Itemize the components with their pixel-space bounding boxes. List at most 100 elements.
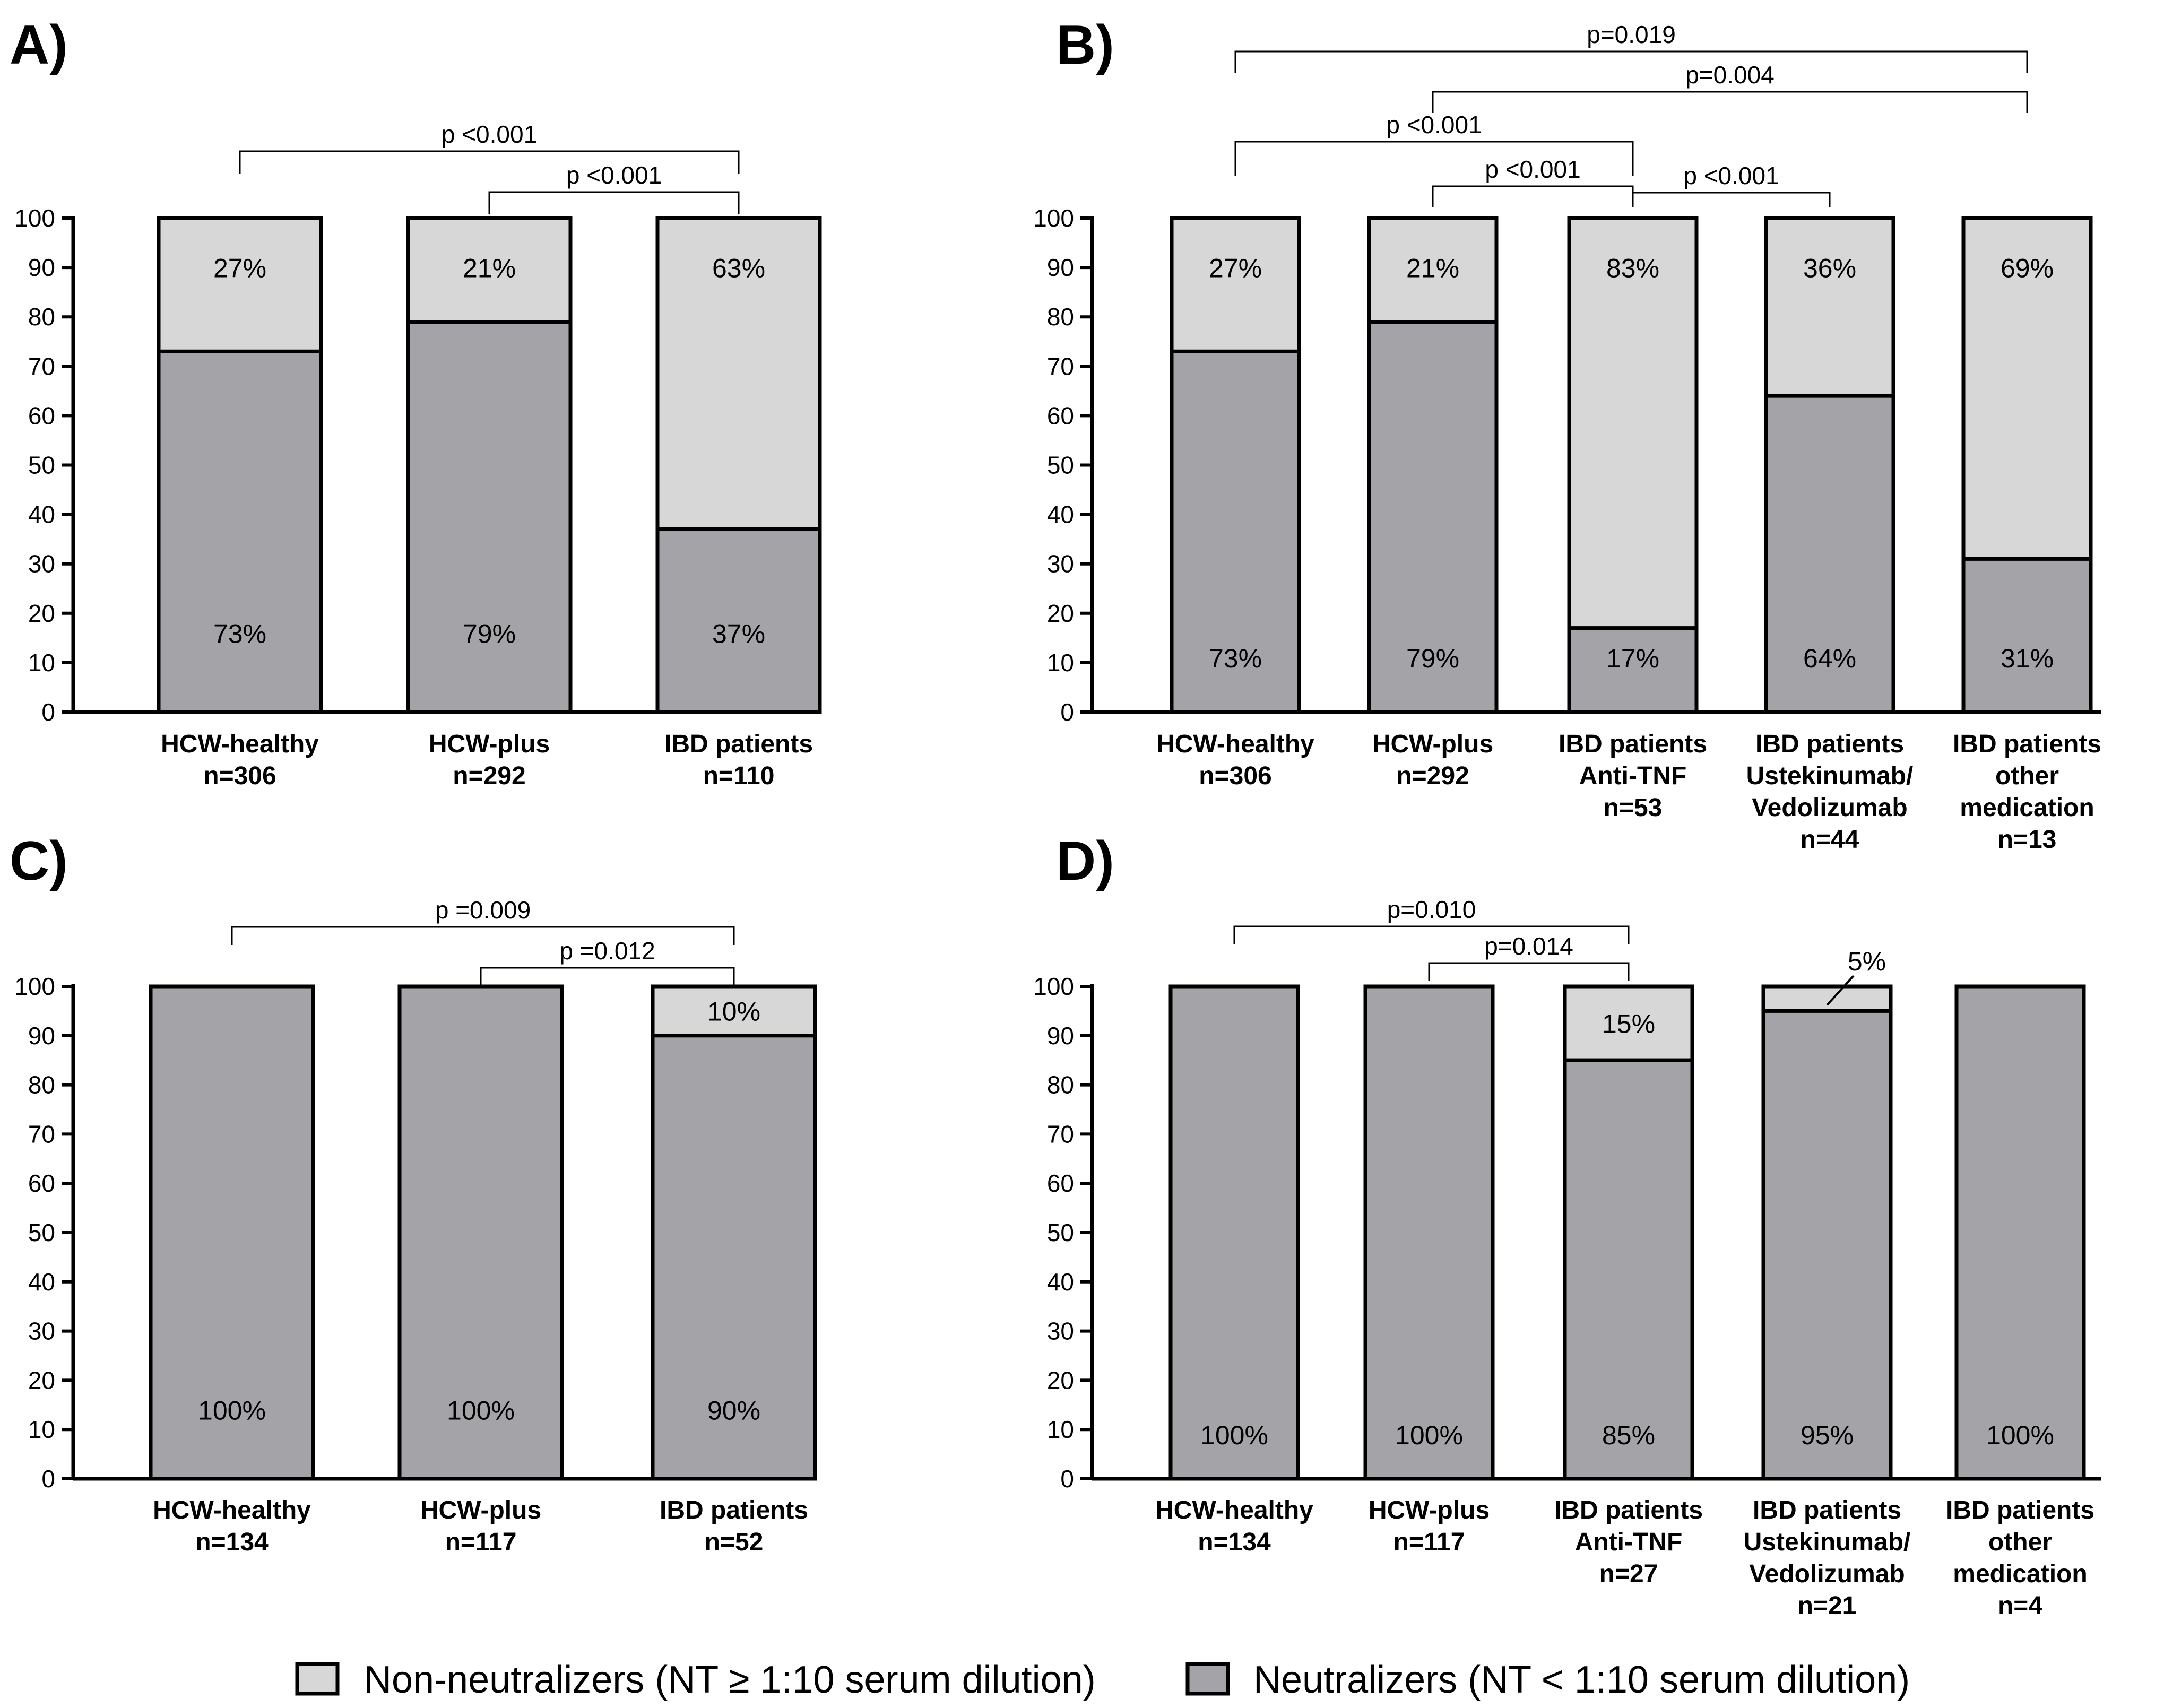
- category-label: n=117: [445, 1528, 517, 1556]
- category-label: n=44: [1801, 826, 1859, 854]
- data-label-neutralizers: 100%: [447, 1396, 515, 1426]
- significance-bracket: [1432, 91, 2028, 113]
- y-tick-label: 40: [28, 1268, 55, 1296]
- category-label: n=110: [703, 762, 775, 790]
- data-label-non-neutralizers: 27%: [213, 254, 266, 283]
- bar-non-neutralizers: [1367, 216, 1499, 324]
- category-label: Vedolizumab: [1752, 794, 1907, 822]
- category-label: n=27: [1599, 1560, 1658, 1588]
- y-tick-label: 50: [28, 1219, 55, 1246]
- legend: Non-neutralizers (NT ≥ 1:10 serum diluti…: [295, 1659, 1910, 1701]
- y-tick-label: 20: [28, 600, 55, 627]
- data-label-non-neutralizers: 21%: [463, 254, 516, 283]
- category-label: n=21: [1798, 1592, 1857, 1620]
- p-value-label: p <0.001: [566, 161, 662, 189]
- y-tick-label: 30: [1047, 1317, 1074, 1345]
- p-value-label: p <0.001: [442, 120, 537, 148]
- category-label: Ustekinumab/: [1744, 1528, 1911, 1556]
- significance-bracket: [1234, 50, 2028, 73]
- panel-label: A): [10, 14, 68, 76]
- category-label: IBD patients: [664, 730, 813, 758]
- p-value-label: p=0.010: [1387, 896, 1476, 923]
- bar-non-neutralizers: [1961, 216, 2093, 561]
- bar-neutralizers: [1168, 984, 1300, 1481]
- data-label-neutralizers: 17%: [1606, 644, 1659, 673]
- bar-non-neutralizers: [406, 216, 573, 324]
- data-label-neutralizers: 31%: [2001, 644, 2054, 673]
- panel-label: B): [1056, 14, 1114, 76]
- panel-c: C) 0 10 20 30 40 50 60 70 80 90 100 100% HCW-healthy n…: [10, 830, 817, 1556]
- bar-neutralizers: [406, 320, 573, 714]
- category-label: n=292: [1396, 762, 1469, 790]
- significance-bracket: [1632, 192, 1831, 207]
- y-tick-label: 10: [28, 649, 55, 677]
- significance-bracket: [231, 926, 735, 945]
- category-label: HCW-healthy: [153, 1496, 311, 1524]
- category-label: n=117: [1393, 1528, 1465, 1556]
- data-label-neutralizers: 64%: [1803, 644, 1856, 673]
- data-label-neutralizers: 37%: [712, 619, 765, 649]
- category-label: n=4: [1998, 1592, 2042, 1620]
- p-value-label: p=0.014: [1484, 932, 1573, 960]
- panel-b: B) 0 10 20 30 40 50 60 70 80 90 100 73% 27% HCW-health…: [1033, 14, 2101, 854]
- category-label: n=134: [1198, 1528, 1271, 1556]
- legend-label-neutralizers: Neutralizers (NT < 1:10 serum dilution): [1253, 1659, 1910, 1701]
- significance-bracket: [239, 150, 740, 174]
- y-tick-label: 90: [28, 254, 55, 281]
- y-tick-label: 60: [28, 1169, 55, 1197]
- category-label: IBD patients: [1953, 730, 2101, 758]
- y-tick-label: 20: [1047, 1366, 1074, 1394]
- significance-bracket: [1234, 141, 1634, 176]
- category-label: n=306: [1199, 762, 1271, 790]
- y-tick-label: 0: [1060, 1465, 1074, 1493]
- y-tick-label: 100: [1033, 204, 1074, 232]
- category-label: HCW-plus: [1372, 730, 1493, 758]
- bar-non-neutralizers: [1764, 216, 1895, 398]
- bar-neutralizers: [1961, 557, 2093, 714]
- data-label-neutralizers: 95%: [1801, 1420, 1854, 1450]
- bar-neutralizers: [1764, 394, 1895, 714]
- y-tick-label: 80: [1047, 303, 1074, 331]
- significance-bracket: [480, 967, 735, 986]
- data-label-neutralizers: 79%: [463, 619, 516, 649]
- data-label-non-neutralizers: 5%: [1848, 947, 1886, 976]
- data-label-non-neutralizers: 27%: [1209, 254, 1262, 283]
- data-label-neutralizers: 100%: [1200, 1420, 1268, 1450]
- p-value-label: p <0.001: [1485, 155, 1580, 183]
- bar-neutralizers: [397, 984, 564, 1481]
- panel-label: D): [1056, 830, 1114, 892]
- category-label: other: [1988, 1528, 2052, 1556]
- y-tick-label: 0: [1060, 698, 1074, 726]
- bar-non-neutralizers: [1563, 984, 1694, 1062]
- y-tick-label: 50: [1047, 1219, 1074, 1246]
- data-label-non-neutralizers: 69%: [2001, 254, 2054, 283]
- y-tick-label: 40: [1047, 501, 1074, 528]
- y-tick-label: 10: [1047, 649, 1074, 677]
- y-tick-label: 70: [28, 1120, 55, 1148]
- y-tick-label: 30: [1047, 550, 1074, 578]
- y-tick-label: 0: [41, 1465, 55, 1493]
- significance-bracket: [488, 191, 740, 214]
- bar-non-neutralizers: [157, 216, 323, 353]
- legend-swatch-neutralizers: [1185, 1662, 1230, 1696]
- p-value-label: p =0.012: [559, 937, 655, 965]
- bar-neutralizers: [1367, 320, 1499, 714]
- data-label-neutralizers: 90%: [707, 1396, 760, 1426]
- category-label: medication: [1960, 794, 2094, 822]
- y-tick-label: 80: [28, 1071, 55, 1099]
- category-label: IBD patients: [1559, 730, 1707, 758]
- data-label-non-neutralizers: 63%: [712, 254, 765, 283]
- leader-line: [1826, 975, 1855, 1006]
- y-tick-label: 100: [1033, 973, 1074, 1000]
- panel-a: A) 0 10 20 30 40 50 60 70 80 90 100 73% 27% HCW-health…: [10, 14, 822, 790]
- y-tick-label: 80: [28, 303, 55, 331]
- y-tick-label: 20: [28, 1366, 55, 1394]
- category-label: n=134: [195, 1528, 269, 1556]
- y-tick-label: 70: [1047, 352, 1074, 380]
- category-label: other: [1995, 762, 2059, 790]
- y-tick-label: 100: [14, 973, 55, 1000]
- category-label: n=53: [1604, 794, 1663, 822]
- data-label-neutralizers: 73%: [213, 619, 266, 649]
- bar-non-neutralizers: [1170, 216, 1301, 353]
- y-tick-label: 10: [28, 1416, 55, 1443]
